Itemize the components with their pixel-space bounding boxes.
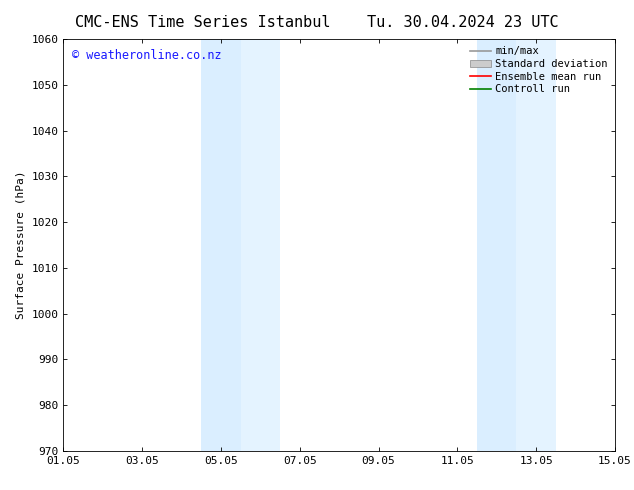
Legend: min/max, Standard deviation, Ensemble mean run, Controll run: min/max, Standard deviation, Ensemble me… bbox=[468, 45, 610, 97]
Y-axis label: Surface Pressure (hPa): Surface Pressure (hPa) bbox=[16, 171, 26, 319]
Bar bbox=[202, 39, 241, 451]
Bar bbox=[241, 39, 280, 451]
Bar bbox=[477, 39, 517, 451]
Text: © weatheronline.co.nz: © weatheronline.co.nz bbox=[72, 49, 221, 63]
Text: CMC-ENS Time Series Istanbul    Tu. 30.04.2024 23 UTC: CMC-ENS Time Series Istanbul Tu. 30.04.2… bbox=[75, 15, 559, 30]
Bar bbox=[517, 39, 556, 451]
